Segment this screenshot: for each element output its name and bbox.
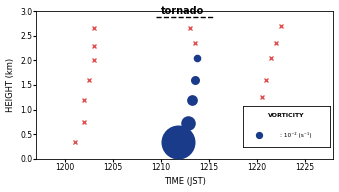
Point: [185, 121, 191, 124]
Y-axis label: HEIGHT (km): HEIGHT (km): [5, 58, 15, 112]
Point: [195, 56, 200, 59]
Point: [189, 98, 194, 101]
Text: tornado: tornado: [160, 6, 204, 16]
X-axis label: TIME (JST): TIME (JST): [164, 177, 206, 186]
Point: [176, 140, 181, 143]
Point: [192, 79, 197, 82]
